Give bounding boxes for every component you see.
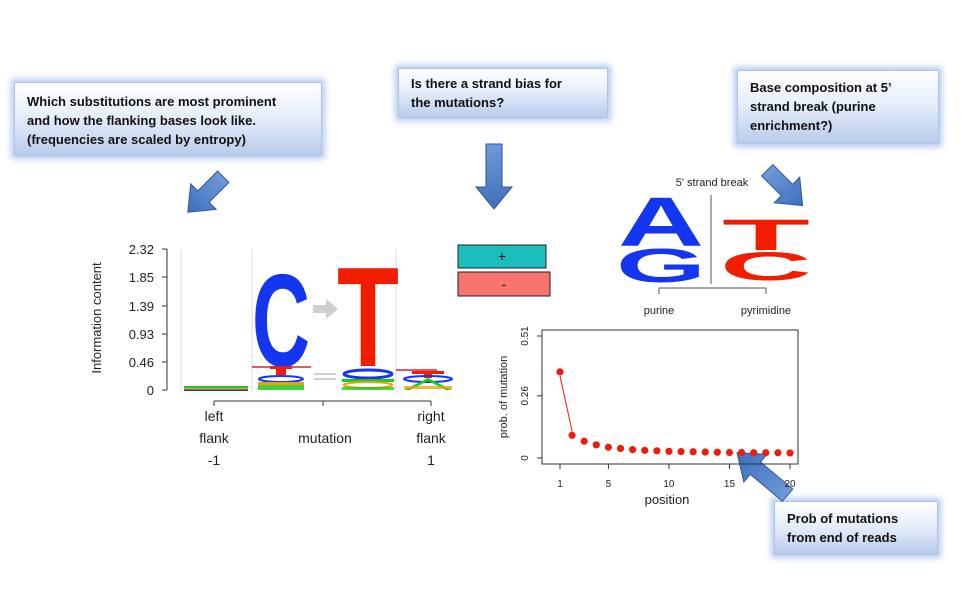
- plot-frame: [541, 329, 799, 465]
- logo-xlabel-right-2: 1: [427, 452, 435, 468]
- plot-xtick-label-2: 10: [663, 479, 675, 490]
- plot-point-1: [556, 368, 564, 376]
- plot-xtick-label-4: 20: [784, 479, 796, 490]
- logo-xlabel-mutation: mutation: [298, 430, 352, 446]
- plot-point-4: [592, 441, 600, 449]
- pyrimidine-base-c: C: [720, 245, 812, 289]
- plot-point-8: [641, 446, 649, 454]
- plot-xtick-label-3: 15: [724, 479, 736, 490]
- logo-ytick-3: 0.93: [129, 327, 154, 342]
- strand-minus-label: -: [502, 276, 507, 292]
- logo-xlabel-left-2: -1: [208, 452, 221, 468]
- strand-plus-label: +: [498, 248, 506, 264]
- strand-plus-box: [457, 244, 547, 269]
- callout-base-composition: Base composition at 5’ strand break (pur…: [737, 70, 939, 144]
- arrow-down-left-icon: [760, 163, 804, 207]
- logo-xlabel-left-0: left: [205, 408, 224, 424]
- plot-point-11: [677, 447, 685, 456]
- logo-ytick-4: 0.46: [129, 355, 154, 370]
- plot-ytick-label-2: 0.51: [520, 326, 531, 346]
- logo-ytick-2: 1.39: [129, 299, 154, 314]
- callout-strand-bias: Is there a strand bias for the mutations…: [398, 68, 608, 118]
- plot-point-18: [762, 449, 770, 457]
- pyrimidine-base-t: T: [722, 211, 810, 260]
- break-title: 5' strand break: [676, 177, 749, 189]
- substitution-arrow-icon: [313, 299, 338, 319]
- plot-point-19: [774, 449, 782, 457]
- arrow-down-right-icon: [187, 170, 230, 213]
- strand-bias: + -: [457, 244, 551, 297]
- callout-prob-mutations: Prob of mutations from end of reads: [774, 501, 938, 555]
- plot-ytick-label-1: 0.26: [520, 386, 531, 406]
- plot-point-10: [665, 447, 673, 455]
- plot-point-20: [786, 449, 794, 457]
- plot-point-7: [629, 446, 637, 454]
- plot-connector-line: [559, 375, 573, 432]
- purine-base-g: G: [616, 240, 706, 293]
- plot-point-13: [701, 448, 709, 456]
- plot-point-15: [725, 448, 734, 457]
- logo-ytick-5: 0: [147, 383, 154, 398]
- plot-point-2: [568, 431, 576, 439]
- plot-xtick-label-1: 5: [606, 479, 612, 490]
- plot-point-9: [653, 447, 661, 455]
- plot-ytick-label-0: 0: [520, 455, 531, 461]
- plot-point-6: [616, 444, 625, 453]
- purine-base-a: A: [618, 183, 704, 261]
- purine-label: purine: [644, 305, 675, 317]
- logo-xlabel-right-0: right: [417, 408, 444, 424]
- prob-mutation-plot: prob. of mutation position 1 5 10 15 2000.26…: [498, 326, 799, 507]
- logo-ytick-0: 2.32: [129, 242, 154, 257]
- logo-ylabel: Information content: [89, 262, 104, 374]
- plot-ylabel: prob. of mutation: [498, 356, 510, 439]
- plot-point-12: [689, 448, 697, 456]
- plot-point-16: [737, 448, 746, 457]
- plot-point-3: [580, 437, 588, 445]
- arrow-down-icon: [474, 143, 514, 210]
- plot-xtick-label-0: 1: [557, 479, 563, 490]
- plot-point-5: [604, 443, 613, 451]
- mutation-logo: Information content 2.32 1.85 1.39 0.93 …: [89, 238, 453, 468]
- strand-minus-box: [457, 271, 551, 297]
- plot-xlabel: position: [645, 492, 690, 507]
- callout-substitutions: Which substitutions are most prominent a…: [14, 82, 322, 156]
- logo-xlabel-left-1: flank: [199, 430, 230, 446]
- break-logo: 5' strand break A G T C purine pyrimidin…: [616, 177, 812, 317]
- arrow-up-left-icon: [736, 452, 794, 502]
- logo-ytick-1: 1.85: [129, 270, 154, 285]
- logo-xlabel-right-1: flank: [416, 430, 447, 446]
- pyrimidine-label: pyrimidine: [741, 305, 791, 317]
- plot-point-14: [713, 448, 721, 456]
- plot-point-17: [750, 449, 758, 457]
